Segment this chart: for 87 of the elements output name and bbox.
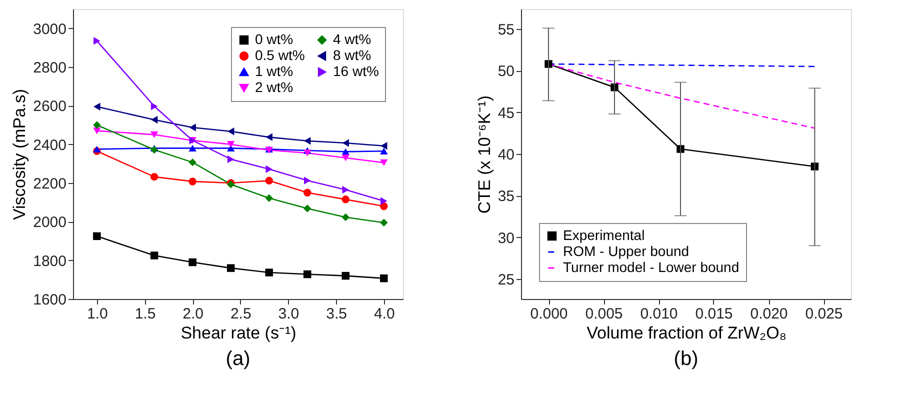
x-tick-label: 3.0: [278, 306, 300, 322]
x-tick-label: 2.5: [230, 306, 252, 322]
legend-label: 16 wt%: [333, 63, 379, 79]
y-tick-label: 35: [498, 188, 514, 206]
legend-label: 0.5 wt%: [255, 47, 305, 63]
point: [226, 140, 235, 148]
x-tick-label: 0.025: [805, 306, 843, 322]
text: (b): [674, 348, 698, 370]
x-tick-label: 4.0: [374, 306, 395, 322]
point: [266, 165, 272, 173]
point: [265, 176, 273, 185]
x-tick-label: 0.020: [750, 306, 788, 322]
point: [94, 37, 100, 45]
point: [227, 128, 234, 136]
x-tick-label: 0.000: [530, 306, 568, 322]
x-tick-label: 0.005: [585, 306, 623, 322]
y-tick-label: 25: [498, 272, 514, 288]
point: [227, 155, 234, 164]
y-tick-label: 2800: [33, 60, 66, 76]
point: [303, 188, 312, 197]
point: [150, 102, 158, 110]
text: (a): [226, 348, 250, 370]
point: [188, 144, 196, 152]
point: [380, 197, 388, 205]
point: [303, 150, 312, 156]
point: [380, 274, 388, 282]
y-tick-label: 40: [498, 146, 514, 164]
point: [93, 127, 101, 134]
point: [303, 204, 312, 212]
x-tick-label: 0.015: [695, 306, 733, 322]
y-tick-label: 1800: [33, 252, 66, 270]
y-tick-label: 1600: [33, 292, 66, 308]
x-axis-title: Shear rate (s⁻¹): [180, 324, 296, 342]
point: [265, 194, 273, 202]
y-tick-label: 30: [498, 230, 514, 247]
legend-label: ROM - Upper bound: [563, 243, 690, 259]
point: [188, 178, 196, 186]
point: [380, 218, 388, 227]
legend-label: 8 wt%: [333, 47, 372, 63]
point: [380, 202, 388, 210]
point: [342, 272, 350, 280]
legend-label: 0 wt%: [255, 31, 294, 47]
point: [188, 258, 196, 266]
y-tick-label: 2600: [33, 98, 66, 116]
x-tick-label: 2.0: [182, 306, 204, 322]
point: [304, 176, 311, 184]
point: [342, 139, 349, 147]
point: [265, 268, 273, 276]
point: [150, 131, 158, 138]
legend-label: Experimental: [563, 227, 645, 243]
x-tick-label: 0.010: [640, 306, 678, 322]
point: [380, 159, 388, 166]
legend-label: 4 wt%: [333, 31, 372, 47]
point: [342, 213, 350, 222]
y-tick-label: 50: [498, 63, 514, 80]
y-axis-title: CTE (x 10⁻⁶K⁻¹): [474, 95, 494, 214]
point: [342, 186, 349, 194]
point: [188, 158, 196, 166]
x-tick-label: 1.5: [134, 306, 156, 322]
y-axis-title: Viscosity (mPa.s): [10, 89, 30, 220]
y-tick-label: 3000: [33, 20, 66, 38]
point: [150, 172, 158, 181]
x-axis-title: Volume fraction of ZrW₂O₈: [586, 324, 786, 342]
point: [380, 148, 388, 154]
legend-label: Turner model - Lower bound: [563, 259, 740, 275]
point: [342, 154, 350, 162]
y-tick-label: 2200: [33, 176, 66, 192]
y-tick-label: 2400: [33, 136, 66, 154]
point: [266, 133, 272, 142]
point: [94, 102, 100, 111]
point: [342, 196, 350, 204]
y-tick-label: 45: [498, 104, 514, 122]
point: [380, 142, 388, 150]
point: [150, 116, 158, 124]
point: [304, 136, 311, 145]
point: [303, 270, 312, 278]
x-tick-label: 1.0: [86, 306, 108, 322]
point: [93, 232, 101, 240]
legend-label: 1 wt%: [255, 63, 294, 79]
y-tick-label: 2000: [33, 214, 66, 232]
point: [150, 252, 158, 260]
legend-label: 2 wt%: [255, 79, 294, 95]
point: [189, 124, 196, 132]
y-tick-label: 55: [498, 22, 514, 38]
x-tick-label: 3.5: [326, 306, 347, 322]
point: [226, 264, 235, 272]
point: [93, 121, 101, 129]
